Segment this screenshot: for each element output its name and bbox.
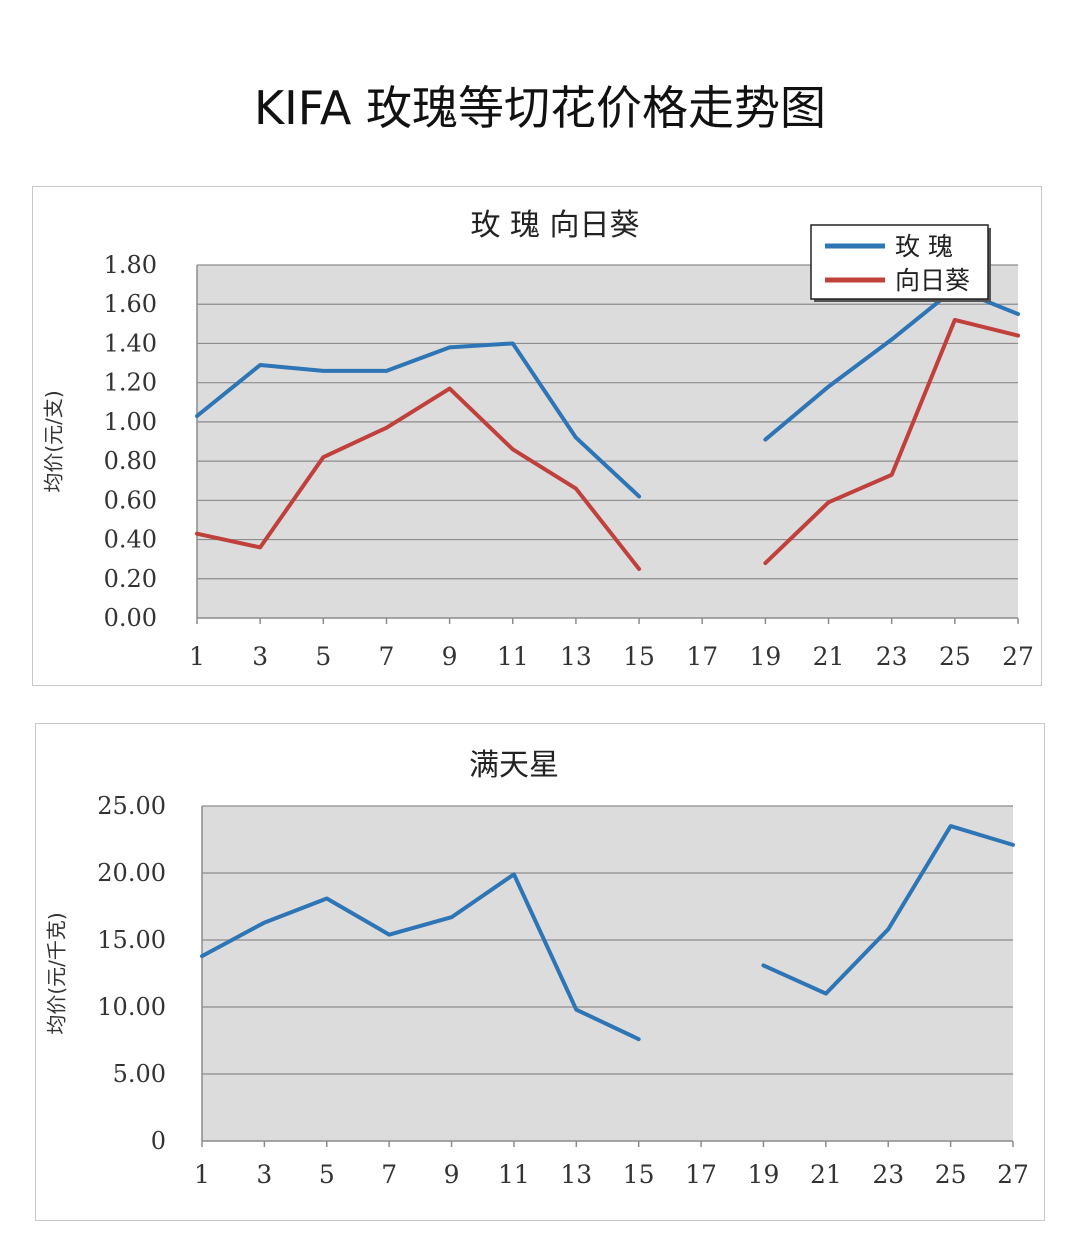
plot-area	[202, 806, 1013, 1141]
y-tick-label: 10.00	[97, 993, 166, 1021]
gypsophila-price-chart: 0 5.00 10.00 15.00 20.00 25.00 1 3 5 7 9 11 13 15 17 19…	[35, 723, 1045, 1221]
y-axis-label: 均价(元/千克)	[45, 912, 69, 1034]
x-tick-label: 5	[319, 1160, 335, 1189]
series-line-1	[195, 341, 642, 499]
series-line-2	[763, 317, 1020, 566]
x-tick-label: 11	[498, 1160, 530, 1189]
x-tick-label: 9	[444, 1160, 460, 1189]
x-tick-label: 5	[315, 642, 331, 671]
x-tick-label: 27	[997, 1160, 1029, 1189]
y-tick-label: 15.00	[97, 926, 166, 954]
x-tick-label: 17	[686, 642, 718, 671]
x-tick-label: 15	[623, 1160, 655, 1189]
x-tick-label: 7	[379, 642, 395, 671]
y-tick-label: 0.20	[104, 565, 157, 593]
y-tick-label: 20.00	[97, 859, 166, 887]
x-tick-label: 27	[1002, 642, 1034, 671]
x-tick-label: 21	[810, 1160, 842, 1189]
x-tick-label: 19	[748, 1160, 780, 1189]
x-tick-label: 7	[381, 1160, 397, 1189]
legend-label-1: 玫 瑰	[895, 232, 953, 261]
y-tick-label: 5.00	[113, 1060, 166, 1088]
y-tick-label: 1.00	[104, 408, 157, 436]
chart-title: 玫 瑰 向日葵	[470, 208, 639, 243]
x-tick-label: 25	[939, 642, 971, 671]
y-tick-label: 0.00	[104, 604, 157, 632]
series-line-1	[200, 872, 641, 1042]
y-tick-label: 1.20	[104, 369, 157, 397]
y-tick-label: 1.80	[104, 251, 157, 279]
y-tick-label: 0.80	[104, 447, 157, 475]
y-tick-label: 0.40	[104, 526, 157, 554]
x-tick-label: 15	[623, 642, 655, 671]
x-tick-label: 13	[560, 1160, 592, 1189]
y-tick-label: 25.00	[97, 792, 166, 820]
x-tick-label: 1	[194, 1160, 210, 1189]
y-tick-label: 1.40	[104, 329, 157, 357]
x-tick-label: 17	[685, 1160, 717, 1189]
plot-area	[197, 265, 1018, 618]
x-tick-label: 19	[749, 642, 781, 671]
y-tick-label: 1.60	[104, 290, 157, 318]
series-line-1	[761, 824, 1015, 996]
x-tick-label: 11	[497, 642, 529, 671]
y-tick-label: 0	[151, 1127, 166, 1155]
chart-title: 满天星	[469, 748, 559, 783]
rose-sunflower-chart-svg: 0.00 0.20 0.40 0.60 0.80 1.00 1.20 1.40 1.60 1.80…	[42, 208, 1034, 671]
rose-sunflower-price-chart: 0.00 0.20 0.40 0.60 0.80 1.00 1.20 1.40 1.60 1.80…	[32, 186, 1042, 686]
x-tick-label: 23	[876, 642, 908, 671]
series-line-2	[195, 386, 642, 571]
y-axis-label: 均价(元/支)	[42, 390, 66, 492]
x-tick-label: 13	[560, 642, 592, 671]
x-tick-label: 3	[252, 642, 268, 671]
x-tick-label: 25	[935, 1160, 967, 1189]
y-tick-label: 0.60	[104, 486, 157, 514]
legend-label-2: 向日葵	[895, 266, 970, 295]
x-tick-label: 1	[189, 642, 205, 671]
legend-box	[810, 224, 989, 300]
page-title: KIFA 玫瑰等切花价格走势图	[253, 81, 827, 135]
x-tick-label: 23	[872, 1160, 904, 1189]
x-tick-label: 21	[813, 642, 845, 671]
x-tick-label: 9	[442, 642, 458, 671]
x-tick-label: 3	[256, 1160, 272, 1189]
